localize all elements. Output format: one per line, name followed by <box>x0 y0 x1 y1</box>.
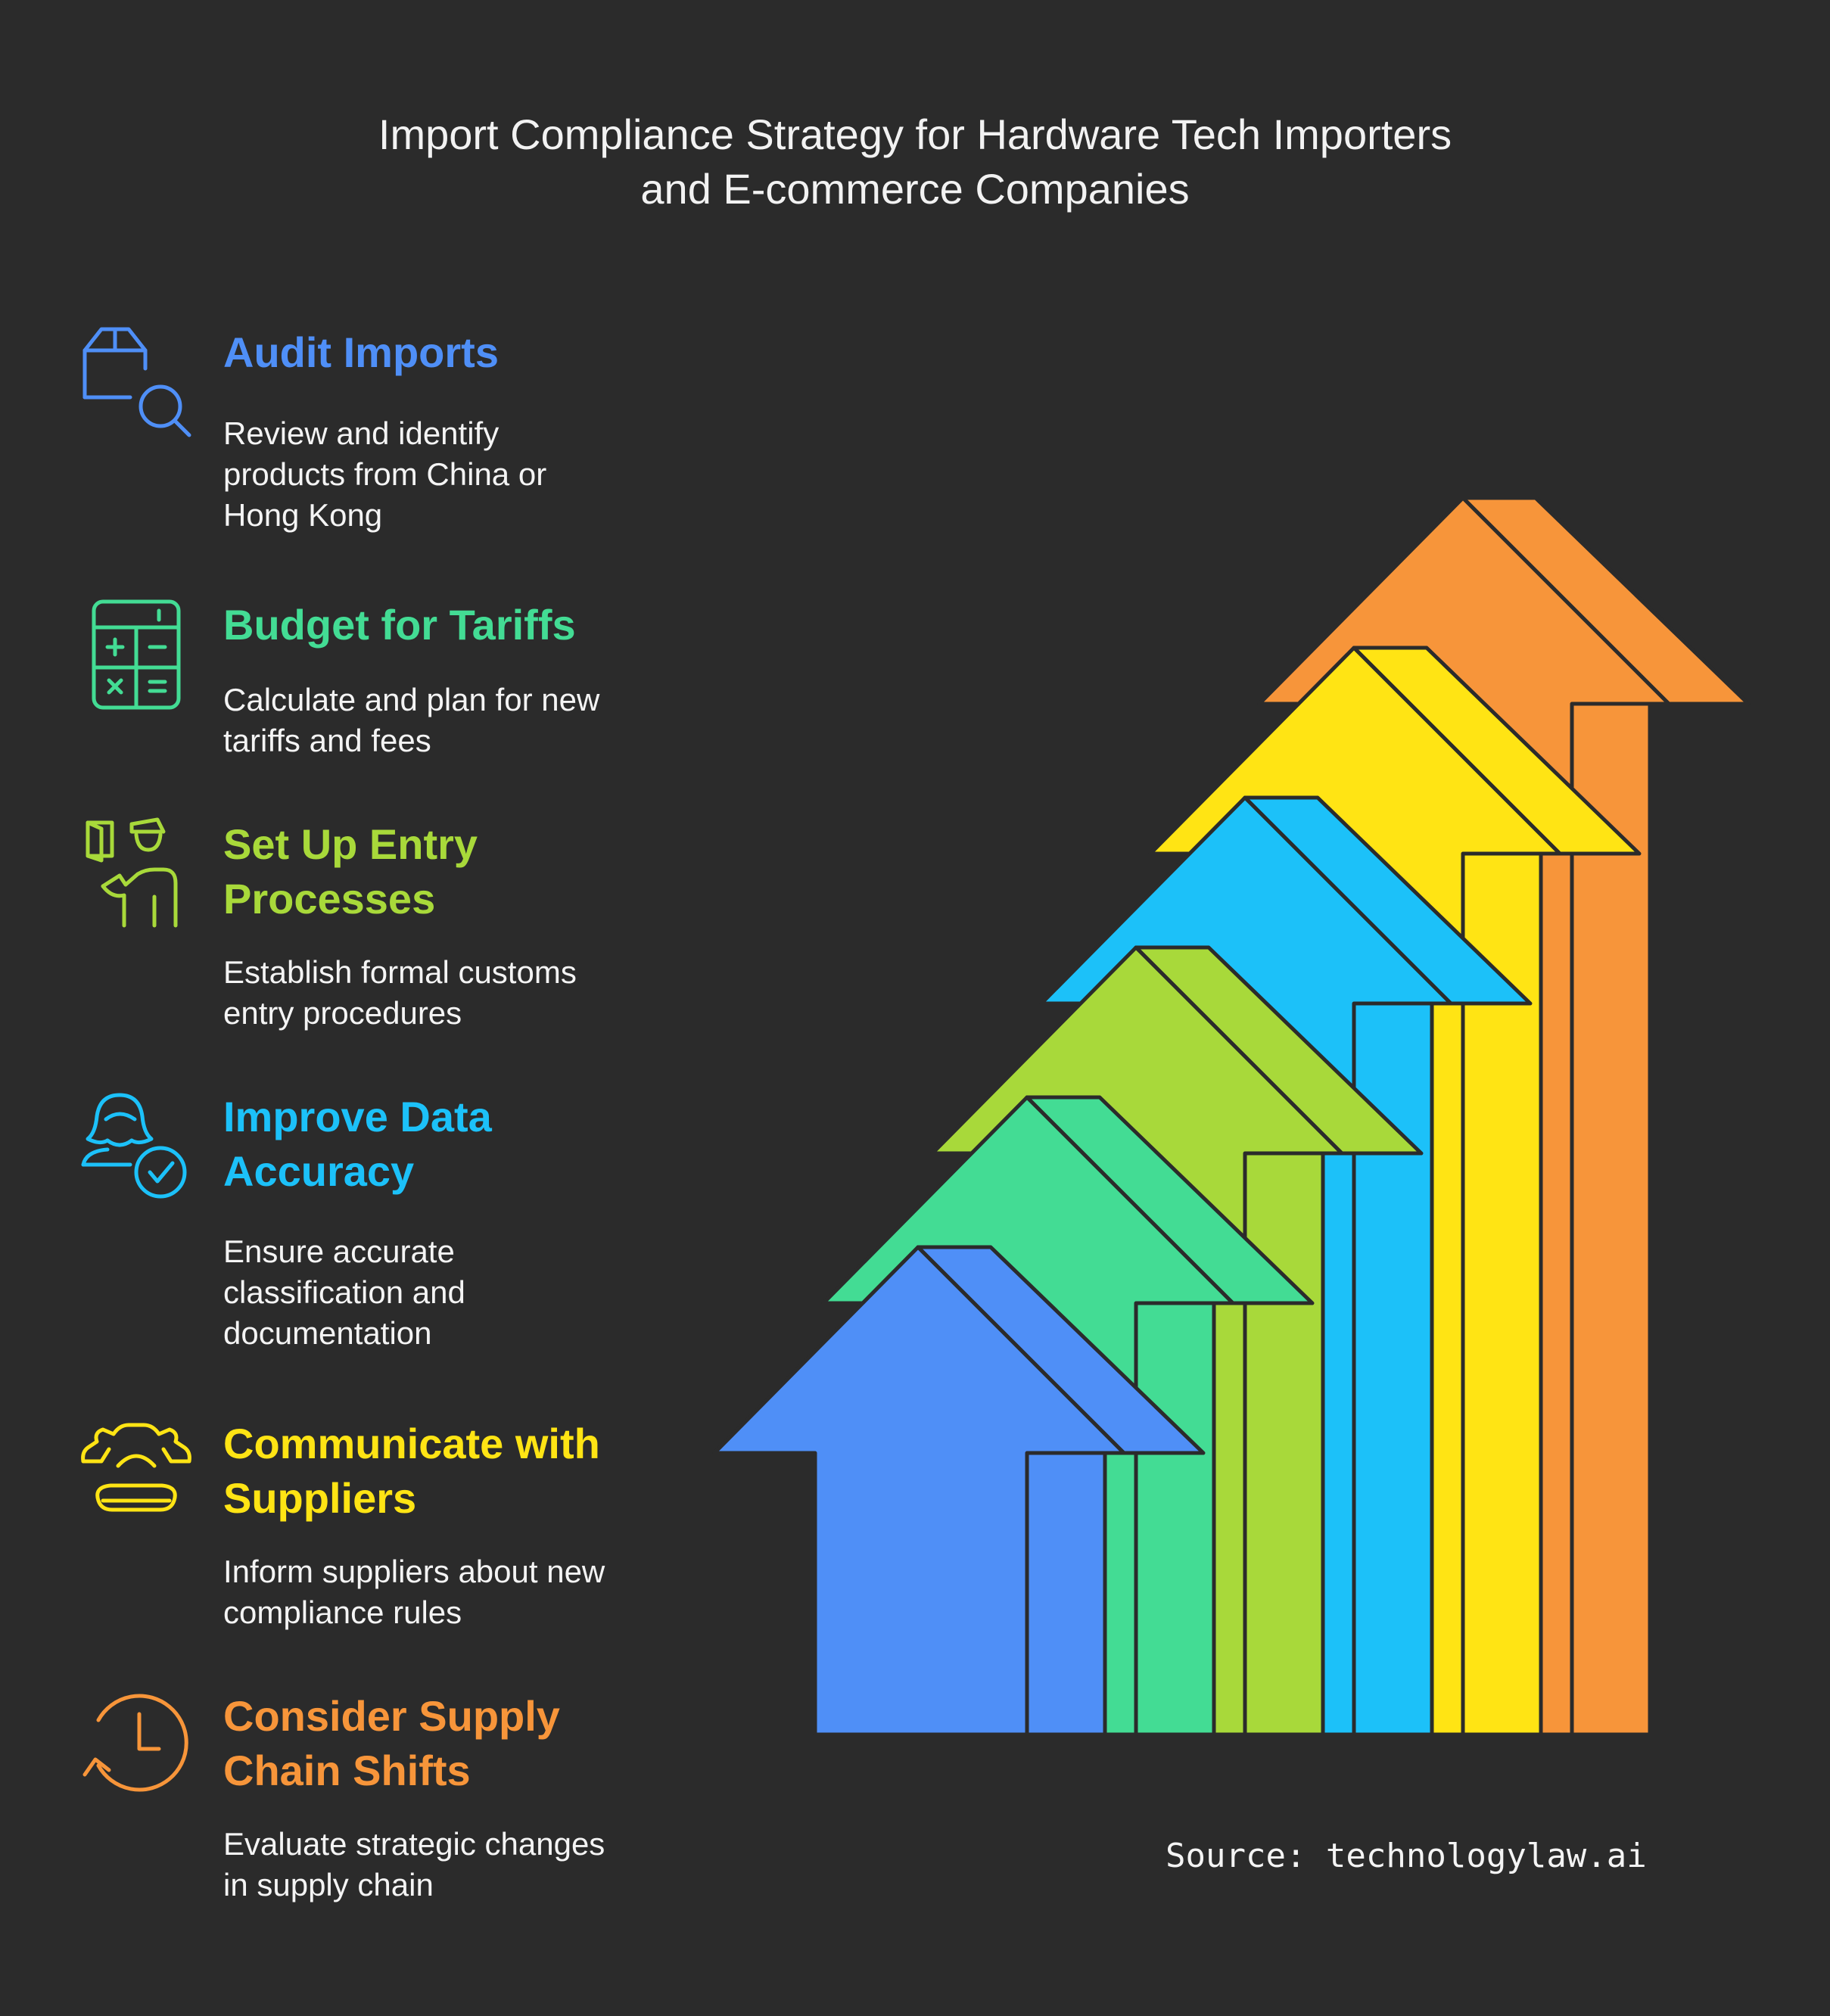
heading-line: Audit Imports <box>223 328 499 376</box>
description-line: classification and <box>223 1274 465 1310</box>
package-search-icon <box>76 322 197 443</box>
source-credit: Source: technologylaw.ai <box>1166 1837 1647 1875</box>
step-heading: Communicate with Suppliers <box>223 1417 600 1526</box>
description-line: compliance rules <box>223 1594 462 1630</box>
arrow-front-face <box>712 1245 1126 1737</box>
calculator-icon <box>76 594 197 715</box>
heading-line: Consider Supply <box>223 1692 560 1740</box>
step-description: Ensure accurate classification and docum… <box>223 1231 465 1354</box>
description-line: Establish formal customs <box>223 954 577 990</box>
stair-arrow <box>712 1245 1206 1737</box>
heading-line: Communicate with <box>223 1420 600 1467</box>
description-line: Calculate and plan for new <box>223 682 600 717</box>
description-line: tariffs and fees <box>223 723 431 758</box>
step-heading: Improve Data Accuracy <box>223 1090 492 1199</box>
heading-line: Budget for Tariffs <box>223 601 576 649</box>
description-line: Inform suppliers about new <box>223 1554 605 1589</box>
description-line: entry procedures <box>223 995 462 1031</box>
title-line-2: and E-commerce Companies <box>640 165 1190 213</box>
description-line: in supply chain <box>223 1867 434 1902</box>
step-heading: Budget for Tariffs <box>223 598 576 652</box>
heading-line: Chain Shifts <box>223 1747 471 1794</box>
heading-line: Accuracy <box>223 1147 415 1195</box>
step-description: Review and identify products from China … <box>223 413 546 536</box>
step-description: Establish formal customs entry procedure… <box>223 952 577 1034</box>
telephone-icon <box>76 1411 197 1532</box>
description-line: Hong Kong <box>223 497 383 533</box>
title-line-1: Import Compliance Strategy for Hardware … <box>378 110 1452 158</box>
step-heading: Consider Supply Chain Shifts <box>223 1689 560 1798</box>
description-line: products from China or <box>223 456 547 492</box>
step-description: Inform suppliers about new compliance ru… <box>223 1551 605 1633</box>
step-heading: Set Up Entry Processes <box>223 817 478 926</box>
clock-rotate-icon <box>76 1684 197 1805</box>
user-check-icon <box>76 1086 197 1207</box>
heading-line: Improve Data <box>223 1093 492 1140</box>
description-line: documentation <box>223 1315 432 1351</box>
heading-line: Set Up Entry <box>223 820 478 868</box>
customs-officer-icon <box>76 814 197 935</box>
heading-line: Suppliers <box>223 1474 417 1522</box>
description-line: Review and identify <box>223 415 500 451</box>
page-title: Import Compliance Strategy for Hardware … <box>158 107 1672 216</box>
step-heading: Audit Imports <box>223 325 499 380</box>
description-line: Evaluate strategic changes <box>223 1826 605 1862</box>
description-line: Ensure accurate <box>223 1234 455 1269</box>
step-description: Evaluate strategic changes in supply cha… <box>223 1824 605 1906</box>
step-description: Calculate and plan for new tariffs and f… <box>223 680 599 761</box>
heading-line: Processes <box>223 875 436 922</box>
